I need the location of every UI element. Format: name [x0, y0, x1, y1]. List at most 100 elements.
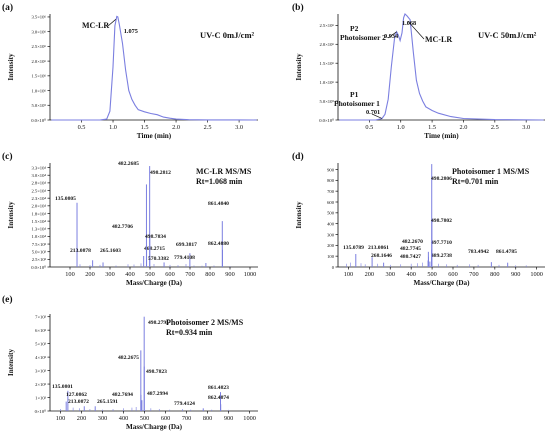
x-tick-label: 800	[205, 271, 214, 278]
panel-label: (e)	[2, 294, 13, 305]
peak-label: 268.1646	[371, 253, 392, 259]
y-tick-label: 0	[332, 265, 335, 270]
peak-label: 862.4874	[208, 395, 229, 401]
peak-label: 135.0789	[343, 245, 364, 251]
peak-label: 861.4823	[208, 385, 229, 391]
x-tick-label: 500	[140, 415, 149, 422]
peak-label: 487.2994	[147, 391, 168, 397]
x-tick-label: 400	[125, 271, 134, 278]
y-tick-label: 900	[327, 167, 335, 172]
y-axis-title: Intensity	[7, 53, 15, 81]
y-tick-label: 3.0×10⁶	[31, 29, 46, 34]
peak-label: 498.7823	[146, 369, 167, 375]
y-tick-label: 300	[327, 232, 335, 237]
y-tick-label: 1.0×10⁴	[31, 234, 46, 239]
y-axis-title: Intensity	[295, 53, 303, 81]
chart-title: MC-LR MS/MS	[196, 167, 252, 176]
y-tick-label: 3.5×10⁶	[31, 15, 46, 20]
x-tick-label: 1.0	[109, 124, 117, 131]
panel-label: (a)	[2, 2, 13, 13]
x-tick-label: 900	[224, 415, 233, 422]
peak-label: 482.7694	[112, 392, 133, 398]
y-tick-label: 3.0×10⁴	[31, 173, 46, 178]
peak-label: 779.4124	[174, 401, 195, 407]
x-tick-label: 900	[511, 271, 520, 278]
x-tick-label: 200	[85, 271, 94, 278]
peak-label: 213.0861	[368, 245, 389, 251]
y-tick-label: 5×10³	[35, 341, 46, 346]
x-tick-label: 500	[145, 271, 154, 278]
x-tick-label: 600	[448, 271, 457, 278]
annotation-arrow	[387, 31, 397, 39]
peak-label: 699.3817	[176, 242, 197, 248]
peak-label: 861.4840	[208, 201, 229, 207]
chart-title: UV-C 50mJ/cm²	[478, 30, 537, 40]
peak-label: 862.4880	[208, 241, 229, 247]
x-tick-label: 800	[203, 415, 212, 422]
annotation-arrow	[407, 21, 425, 40]
peak-label: 213.0872	[68, 399, 89, 405]
panel-label: (b)	[292, 2, 304, 13]
chart-panel-b: 0.5 1.0 1.5 2.0 2.5 3.0 0.0×10⁰ 5.0×10⁵ 1.0×10⁶ 1…	[292, 2, 545, 140]
y-tick-label: 2.5×10⁶	[319, 23, 334, 28]
x-axis-title: Mass/Charge (Da)	[413, 279, 470, 287]
y-tick-label: 3×10³	[35, 368, 46, 373]
y-tick-label: 0.0×10⁰	[319, 118, 334, 123]
x-tick-label: 800	[490, 271, 499, 278]
x-tick-label: 600	[161, 415, 170, 422]
y-tick-label: 100	[327, 254, 335, 259]
x-tick-label: 0.5	[365, 124, 373, 131]
peak-label: 482.2670	[402, 239, 423, 245]
x-tick-label: 200	[365, 271, 374, 278]
y-tick-label: 700	[327, 189, 335, 194]
y-tick-label: 200	[327, 243, 335, 248]
peak-label: 482.2685	[118, 161, 139, 167]
peak-annotation-label: P2	[350, 24, 359, 33]
y-tick-label: 5.0×10³	[32, 250, 47, 255]
y-tick-label: 0.0×10⁰	[31, 265, 46, 270]
peak-label: 498.2812	[150, 170, 171, 176]
chart-title: Photoisomer 1 MS/MS	[452, 167, 530, 176]
peak-label: 480.7427	[400, 254, 421, 260]
x-tick-label: 1000	[243, 415, 256, 422]
y-tick-label: 1.0×10⁶	[31, 88, 46, 93]
peak-label: 779.4108	[174, 255, 195, 261]
y-tick-label: 2.5×10⁴	[31, 188, 46, 193]
peak-label: 783.4942	[468, 249, 489, 255]
y-tick-label: 1.5×10⁴	[31, 219, 46, 224]
y-axis-title: Intensity	[295, 201, 303, 229]
y-tick-label: 0.0×10⁰	[31, 118, 46, 123]
y-tick-label: 2.3×10⁴	[31, 196, 46, 201]
y-tick-label: 5.0×10⁵	[319, 99, 334, 104]
x-axis-title: Time (min)	[137, 132, 172, 140]
x-axis-title: Mass/Charge (Da)	[126, 423, 183, 431]
x-tick-label: 1.5	[428, 124, 436, 131]
y-tick-label: 500	[327, 211, 335, 216]
panel-label: (d)	[292, 151, 304, 162]
peak-value-label: 0.934	[384, 33, 399, 40]
peak-label: 482.7706	[112, 224, 133, 230]
y-tick-label: 2.5×10³	[32, 257, 47, 262]
x-tick-label: 200	[77, 415, 86, 422]
chart-panel-d: 100 200 300 400 500 600 700 800 900 1000 0 100 200 30…	[292, 151, 545, 287]
peak-annotation-label: MC-LR	[82, 21, 109, 30]
y-tick-label: 0×10⁰	[35, 409, 46, 414]
chart-title: Photoisomer 2 MS/MS	[166, 318, 244, 327]
x-tick-label: 2.5	[491, 124, 499, 131]
peak-label: 498.7834	[145, 234, 166, 240]
y-tick-label: 800	[327, 178, 335, 183]
y-tick-label: 2.5×10⁶	[31, 44, 46, 49]
x-tick-label: 1000	[244, 271, 257, 278]
chart-title: UV-C 0mJ/cm²	[200, 30, 255, 40]
y-tick-label: 1.5×10⁶	[319, 61, 334, 66]
x-tick-label: 0.5	[78, 124, 86, 131]
x-tick-label: 1.5	[141, 124, 149, 131]
x-tick-label: 3.0	[522, 124, 530, 131]
y-tick-label: 2.8×10⁴	[31, 181, 46, 186]
peak-label: 127.0862	[66, 392, 87, 398]
y-tick-label: 600	[327, 200, 335, 205]
annotation-arrow	[371, 113, 383, 119]
y-tick-label: 4×10³	[35, 355, 46, 360]
x-tick-label: 700	[185, 271, 194, 278]
y-tick-label: 5.0×10⁵	[31, 103, 46, 108]
